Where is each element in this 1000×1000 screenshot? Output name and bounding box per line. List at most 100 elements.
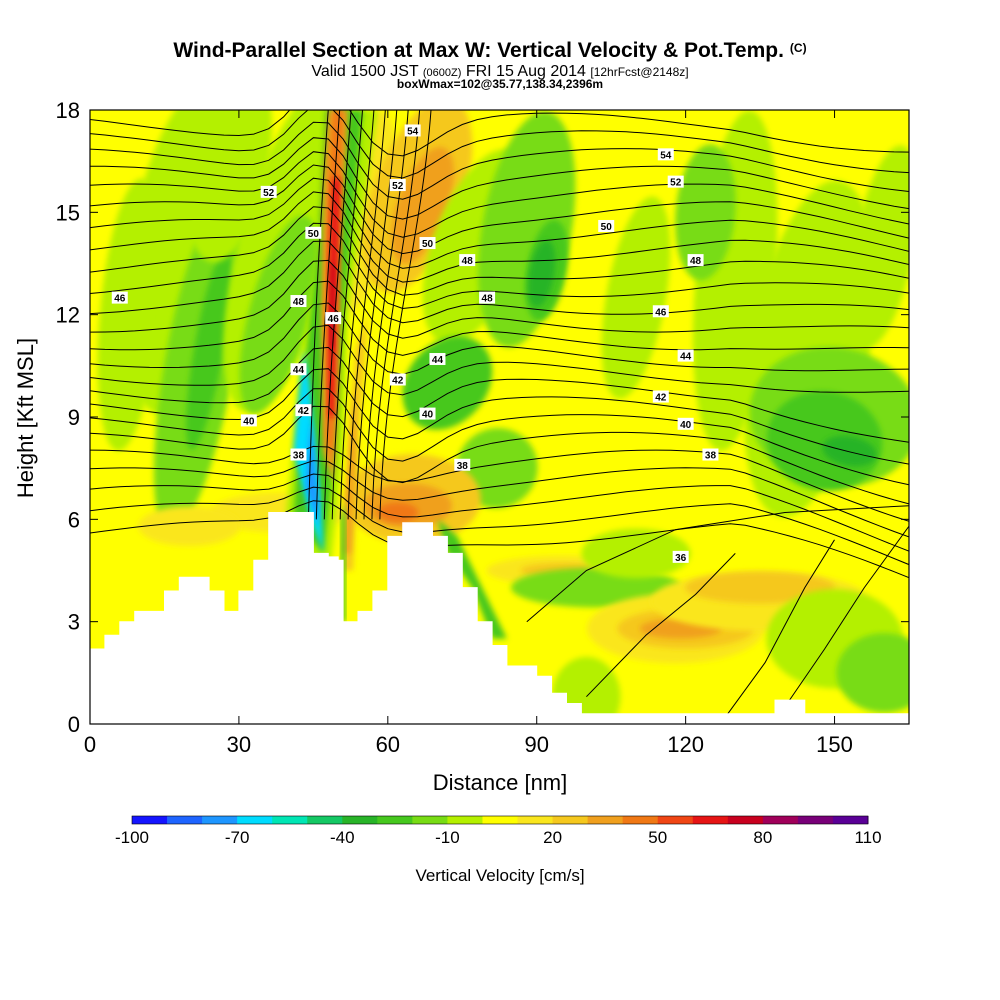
contour-label: 52 (263, 188, 275, 199)
theta-contour (90, 388, 909, 486)
contour-label: 48 (690, 256, 702, 267)
contour-label: 38 (293, 451, 305, 462)
theta-contour (90, 206, 909, 296)
theta-contour (90, 222, 909, 310)
contour-label-box (667, 175, 684, 188)
contour-label: 40 (422, 410, 434, 421)
theta-contour (784, 525, 909, 708)
velocity-cell (822, 435, 877, 467)
colorbar-tick-label: 20 (543, 828, 562, 847)
x-tick-label: 0 (84, 732, 96, 757)
theta-contour (586, 553, 736, 698)
velocity-core (437, 519, 507, 639)
colorbar-swatch (692, 816, 729, 824)
theta-contour (363, 110, 409, 520)
contour-label: 54 (407, 126, 419, 137)
velocity-cell (402, 336, 493, 430)
velocity-cell (528, 240, 556, 308)
velocity-cell (186, 110, 272, 263)
velocity-cell (685, 571, 836, 604)
contour-label-box (290, 448, 307, 461)
theta-contour (90, 137, 909, 220)
colorbar-swatch (412, 816, 448, 824)
colorbar-swatch (727, 816, 764, 824)
contour-label-box (290, 295, 307, 308)
contour-label: 48 (462, 256, 474, 267)
y-tick-label: 0 (68, 712, 80, 737)
contour-label: 44 (293, 365, 305, 376)
velocity-cell (675, 144, 736, 281)
contour-label-box (111, 291, 128, 304)
x-tick-label: 120 (667, 732, 704, 757)
theta-contour (90, 445, 909, 522)
theta-contour (347, 110, 386, 520)
velocity-cell (391, 147, 454, 264)
contour-label-box (454, 458, 471, 471)
contour-label: 42 (392, 375, 404, 386)
contour-label: 50 (422, 239, 434, 250)
theta-contour (371, 110, 421, 520)
theta-contour (90, 302, 909, 375)
chart-subtitle: Valid 1500 JST (0600Z) FRI 15 Aug 2014 [… (311, 63, 688, 80)
colorbar-swatch (307, 816, 343, 824)
contour-label-box (389, 373, 406, 386)
x-tick-label: 150 (816, 732, 853, 757)
contour-label: 54 (660, 150, 672, 161)
colorbar-swatch (832, 816, 869, 824)
x-tick-label: 30 (227, 732, 251, 757)
colorbar-swatch (377, 816, 413, 824)
velocity-core (305, 417, 319, 527)
theta-contour (331, 110, 364, 520)
velocity-cell (836, 633, 909, 713)
velocity-cell (239, 215, 318, 414)
theta-contour (379, 110, 432, 520)
colorbar-swatch (552, 816, 589, 824)
contour-label: 40 (243, 416, 255, 427)
colorbar-swatch (132, 816, 168, 824)
colorbar-tick-label: 50 (648, 828, 667, 847)
theta-contour (90, 324, 909, 396)
theta-contour (339, 110, 375, 520)
colorbar-swatch (517, 816, 554, 824)
colorbar-tick-label: -100 (115, 828, 149, 847)
theta-contour (90, 486, 909, 566)
theta-contour (90, 368, 909, 465)
x-tick-label: 90 (524, 732, 548, 757)
contour-label-box (389, 179, 406, 192)
y-tick-label: 12 (56, 303, 80, 328)
contour-labels: 54 54 52 52 52 50 50 50 48 48 48 48 46 46 46 44 44 44 42 42… (111, 124, 719, 564)
velocity-cell (186, 247, 233, 450)
theta-contours (90, 110, 909, 718)
colorbar-swatch (272, 816, 308, 824)
theta-contour (90, 280, 909, 356)
contour-label: 52 (392, 181, 404, 192)
contour-label-box (677, 349, 694, 362)
contour-label-box (652, 390, 669, 403)
contour-label: 50 (308, 229, 320, 240)
colorbar-swatch (447, 816, 483, 824)
contour-label: 48 (482, 294, 494, 305)
x-axis-label: Distance [nm] (433, 770, 568, 795)
contour-label: 50 (601, 222, 613, 233)
plot-area: 54 54 52 52 52 50 50 50 48 48 48 48 46 46 46 44 44 44 42 42… (90, 110, 909, 724)
contour-label-box (657, 148, 674, 161)
velocity-cell (601, 196, 671, 399)
theta-contour (90, 191, 909, 283)
theta-contour (307, 110, 329, 520)
velocity-core (328, 178, 341, 417)
chart-subtitle-2: boxWmax=102@35.77,138.34,2396m (397, 77, 603, 91)
colorbar-swatch (237, 816, 273, 824)
theta-contour (90, 500, 909, 579)
contour-label-box (295, 404, 312, 417)
theta-contour (90, 259, 909, 339)
colorbar-label: Vertical Velocity [cm/s] (415, 866, 584, 885)
y-tick-label: 3 (68, 610, 80, 635)
contour-label-box (598, 219, 615, 232)
colorbar-frame (131, 815, 869, 825)
contour-label: 44 (432, 355, 444, 366)
velocity-cell (849, 145, 909, 348)
velocity-cell (377, 502, 419, 523)
contour-label: 46 (328, 314, 340, 325)
contour-label: 52 (670, 178, 682, 189)
